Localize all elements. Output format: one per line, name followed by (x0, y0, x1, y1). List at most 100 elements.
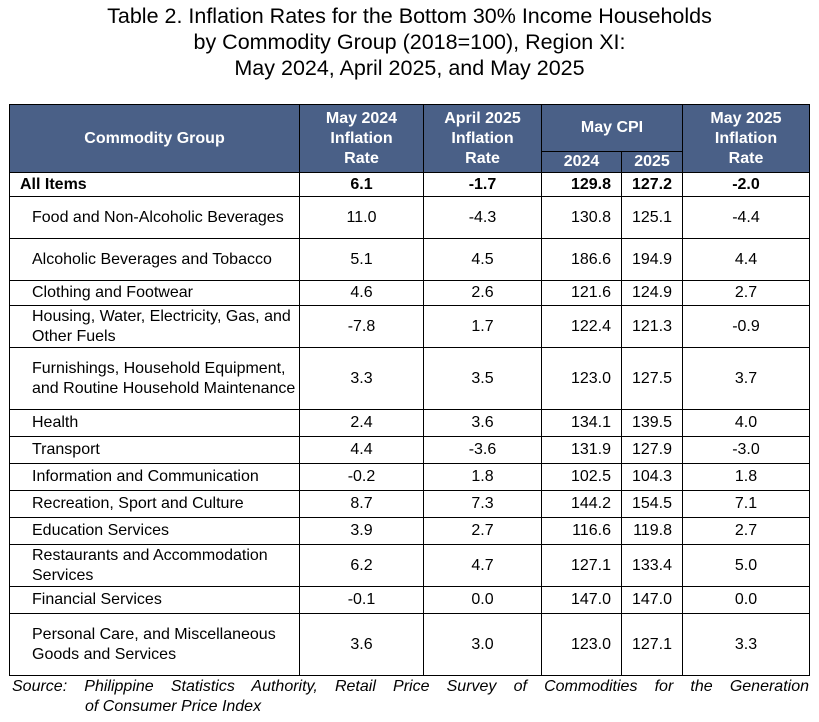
cell-cpi2024: 129.8 (541, 172, 622, 197)
cell-may2024: 3.9 (299, 517, 424, 545)
table-row: Furnishings, Household Equipment, and Ro… (9, 347, 810, 410)
cell-cpi2024: 130.8 (541, 196, 622, 239)
cell-may2025: 4.0 (682, 409, 810, 437)
row-label: Health (9, 409, 300, 437)
title-line-3: May 2024, April 2025, and May 2025 (234, 56, 585, 80)
cell-cpi2024: 102.5 (541, 463, 622, 491)
cell-cpi2025: 127.9 (621, 436, 683, 464)
header-cpi-2024: 2024 (541, 151, 622, 173)
cell-apr2025: 2.6 (423, 280, 542, 306)
header-apr2025-inflation: April 2025 Inflation Rate (423, 104, 542, 173)
cell-may2025: 2.7 (682, 280, 810, 306)
header-may2024-inflation: May 2024 Inflation Rate (299, 104, 424, 173)
cell-cpi2025: 119.8 (621, 517, 683, 545)
cell-apr2025: 3.0 (423, 613, 542, 676)
row-label: Education Services (9, 517, 300, 545)
cell-may2025: 0.0 (682, 586, 810, 614)
row-label: Restaurants and Accommodation Services (9, 544, 300, 587)
inflation-table: Commodity Group May 2024 Inflation Rate … (9, 104, 810, 676)
row-label: Personal Care, and Miscellaneous Goods a… (9, 613, 300, 676)
cell-cpi2025: 133.4 (621, 544, 683, 587)
source-note: Source: Philippine Statistics Authority,… (12, 677, 809, 717)
table-row: Financial Services -0.1 0.0 147.0 147.0 … (9, 586, 810, 614)
cell-cpi2024: 127.1 (541, 544, 622, 587)
cell-apr2025: -1.7 (423, 172, 542, 197)
cell-apr2025: 3.6 (423, 409, 542, 437)
cell-apr2025: 4.7 (423, 544, 542, 587)
cell-may2024: 2.4 (299, 409, 424, 437)
cell-cpi2024: 116.6 (541, 517, 622, 545)
cell-cpi2025: 139.5 (621, 409, 683, 437)
cell-apr2025: 2.7 (423, 517, 542, 545)
cell-may2025: 2.7 (682, 517, 810, 545)
cell-cpi2024: 144.2 (541, 490, 622, 518)
cell-may2024: 3.6 (299, 613, 424, 676)
cell-may2024: 5.1 (299, 238, 424, 281)
table-row: Restaurants and Accommodation Services 6… (9, 544, 810, 587)
header-may2024-line2: Inflation (330, 129, 393, 147)
header-apr2025-line2: Inflation (451, 129, 514, 147)
header-commodity-group: Commodity Group (9, 104, 300, 173)
table-row: Food and Non-Alcoholic Beverages 11.0 -4… (9, 196, 810, 239)
cell-may2025: 3.3 (682, 613, 810, 676)
cell-cpi2025: 104.3 (621, 463, 683, 491)
table-body: All Items 6.1 -1.7 129.8 127.2 -2.0 Food… (9, 172, 810, 676)
cell-may2024: 4.4 (299, 436, 424, 464)
header-may2025-line3: Rate (728, 149, 764, 167)
row-label: Clothing and Footwear (9, 280, 300, 306)
row-label: Recreation, Sport and Culture (9, 490, 300, 518)
cell-may2025: -3.0 (682, 436, 810, 464)
cell-cpi2025: 124.9 (621, 280, 683, 306)
table-header: Commodity Group May 2024 Inflation Rate … (9, 104, 810, 173)
header-may2024-line3: Rate (344, 149, 379, 167)
cell-apr2025: -4.3 (423, 196, 542, 239)
cell-apr2025: 1.8 (423, 463, 542, 491)
table-row: Information and Communication -0.2 1.8 1… (9, 463, 810, 491)
cell-may2024: -0.2 (299, 463, 424, 491)
cell-cpi2024: 147.0 (541, 586, 622, 614)
cell-cpi2025: 127.2 (621, 172, 683, 197)
header-apr2025-line3: Rate (465, 149, 500, 167)
cell-may2024: -7.8 (299, 305, 424, 348)
table-row: Education Services 3.9 2.7 116.6 119.8 2… (9, 517, 810, 545)
cell-cpi2024: 186.6 (541, 238, 622, 281)
row-label: Alcoholic Beverages and Tobacco (9, 238, 300, 281)
cell-apr2025: 1.7 (423, 305, 542, 348)
header-may2025-line2: Inflation (714, 129, 778, 147)
title-line-2: by Commodity Group (2018=100), Region XI… (193, 30, 626, 54)
cell-cpi2025: 127.1 (621, 613, 683, 676)
cell-may2024: 4.6 (299, 280, 424, 306)
header-may2025-line1: May 2025 (710, 109, 782, 127)
row-label: Housing, Water, Electricity, Gas, and Ot… (9, 305, 300, 348)
cell-cpi2025: 125.1 (621, 196, 683, 239)
cell-may2024: 8.7 (299, 490, 424, 518)
header-may2025-inflation: May 2025 Inflation Rate (682, 104, 810, 173)
cell-cpi2024: 131.9 (541, 436, 622, 464)
cell-apr2025: 7.3 (423, 490, 542, 518)
cell-may2024: 11.0 (299, 196, 424, 239)
cell-cpi2024: 123.0 (541, 613, 622, 676)
table-row: Housing, Water, Electricity, Gas, and Ot… (9, 305, 810, 348)
cell-may2024: 6.2 (299, 544, 424, 587)
cell-apr2025: -3.6 (423, 436, 542, 464)
cell-may2024: 3.3 (299, 347, 424, 410)
cell-cpi2025: 194.9 (621, 238, 683, 281)
cell-cpi2024: 123.0 (541, 347, 622, 410)
row-label: Information and Communication (9, 463, 300, 491)
cell-cpi2025: 147.0 (621, 586, 683, 614)
cell-apr2025: 3.5 (423, 347, 542, 410)
cell-cpi2025: 121.3 (621, 305, 683, 348)
table-title: Table 2. Inflation Rates for the Bottom … (0, 3, 819, 81)
cell-may2025: 1.8 (682, 463, 810, 491)
cell-may2025: 3.7 (682, 347, 810, 410)
header-cpi-2025: 2025 (621, 151, 683, 173)
table-row: Alcoholic Beverages and Tobacco 5.1 4.5 … (9, 238, 810, 281)
source-line-1: Source: Philippine Statistics Authority,… (12, 678, 809, 695)
source-line-2: of Consumer Price Index (85, 698, 262, 715)
cell-cpi2024: 121.6 (541, 280, 622, 306)
table-row: Transport 4.4 -3.6 131.9 127.9 -3.0 (9, 436, 810, 464)
table-row: Recreation, Sport and Culture 8.7 7.3 14… (9, 490, 810, 518)
cell-may2025: -2.0 (682, 172, 810, 197)
title-line-1: Table 2. Inflation Rates for the Bottom … (107, 4, 712, 28)
cell-apr2025: 4.5 (423, 238, 542, 281)
